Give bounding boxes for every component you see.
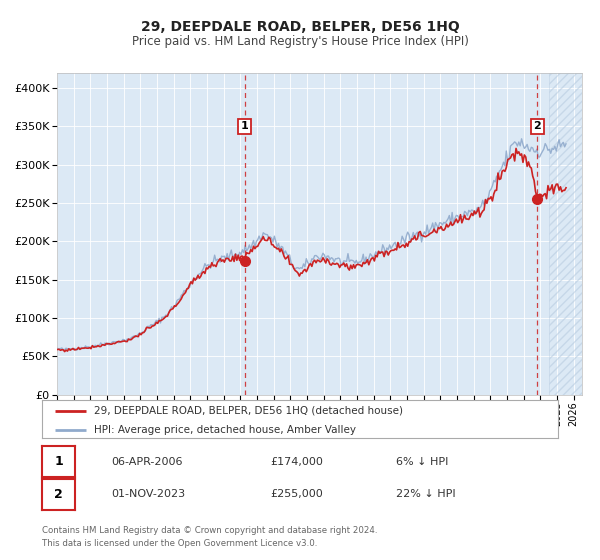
- Text: 1: 1: [241, 122, 249, 132]
- Text: 29, DEEPDALE ROAD, BELPER, DE56 1HQ: 29, DEEPDALE ROAD, BELPER, DE56 1HQ: [140, 20, 460, 34]
- Text: 22% ↓ HPI: 22% ↓ HPI: [396, 489, 455, 499]
- Text: 29, DEEPDALE ROAD, BELPER, DE56 1HQ (detached house): 29, DEEPDALE ROAD, BELPER, DE56 1HQ (det…: [94, 405, 403, 416]
- Text: Contains HM Land Registry data © Crown copyright and database right 2024.: Contains HM Land Registry data © Crown c…: [42, 526, 377, 535]
- Text: 2: 2: [54, 488, 63, 501]
- Text: £255,000: £255,000: [270, 489, 323, 499]
- Text: 2: 2: [533, 122, 541, 132]
- Text: 1: 1: [54, 455, 63, 468]
- Text: HPI: Average price, detached house, Amber Valley: HPI: Average price, detached house, Ambe…: [94, 424, 356, 435]
- Text: 6% ↓ HPI: 6% ↓ HPI: [396, 457, 448, 466]
- Text: This data is licensed under the Open Government Licence v3.0.: This data is licensed under the Open Gov…: [42, 539, 317, 548]
- Text: £174,000: £174,000: [270, 457, 323, 466]
- Text: 06-APR-2006: 06-APR-2006: [111, 457, 182, 466]
- Text: 01-NOV-2023: 01-NOV-2023: [111, 489, 185, 499]
- Text: Price paid vs. HM Land Registry's House Price Index (HPI): Price paid vs. HM Land Registry's House …: [131, 35, 469, 48]
